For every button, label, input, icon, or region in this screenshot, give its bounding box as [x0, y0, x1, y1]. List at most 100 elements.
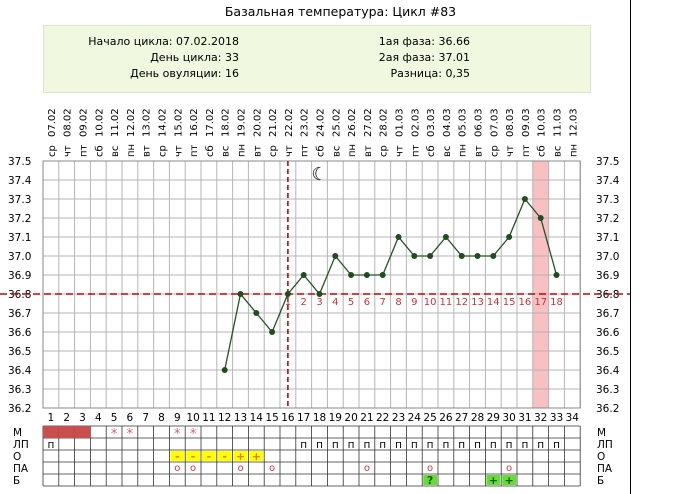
- date-label: 16.02: [189, 108, 200, 137]
- date-label: 08.03: [505, 108, 516, 137]
- o-cell: [186, 451, 200, 461]
- row-label-right: ЛП: [597, 439, 613, 451]
- weekday-label: вт: [142, 145, 153, 157]
- y-tick-label-left: 37.4: [8, 175, 32, 187]
- cycle-day-label: 1: [48, 412, 55, 424]
- temperature-point: [332, 253, 339, 259]
- luteal-day-label: 2: [301, 297, 307, 308]
- y-tick-label-right: 36.6: [596, 327, 620, 339]
- cycle-day-label: 4: [95, 412, 102, 424]
- temperature-point: [221, 367, 228, 373]
- temperature-point: [269, 329, 276, 335]
- asterisk-mark: *: [190, 427, 197, 442]
- cycle-day-label: 8: [158, 412, 165, 424]
- date-label: 10.02: [94, 108, 105, 137]
- y-tick-label-left: 37.1: [8, 232, 31, 244]
- weekday-label: чт: [505, 145, 516, 157]
- weekday-label: сб: [205, 145, 216, 157]
- cycle-day-label: 3: [79, 412, 86, 424]
- date-label: 28.02: [379, 108, 390, 137]
- weekday-label: ср: [489, 145, 500, 157]
- y-tick-label-right: 36.9: [596, 270, 619, 282]
- ovulation-day-text: День овуляции: 16: [130, 67, 239, 80]
- chart-title: Базальная температура: Цикл #83: [224, 4, 457, 19]
- temperature-point: [490, 253, 497, 259]
- weekday-label: пт: [410, 144, 421, 157]
- weekday-label: пн: [568, 144, 579, 157]
- weekday-label: сб: [426, 145, 437, 157]
- difference-text: Разница: 0,35: [390, 67, 471, 80]
- temperature-point: [427, 253, 434, 259]
- weekday-label: пт: [189, 144, 200, 157]
- temperature-point: [442, 234, 449, 240]
- row-label-right: О: [597, 451, 605, 463]
- weekday-label: вс: [442, 146, 453, 157]
- cycle-day-label: 18: [313, 412, 326, 424]
- weekday-label: ср: [158, 145, 169, 157]
- row-label-left: ПА: [13, 463, 29, 475]
- o-mark: +: [252, 450, 261, 463]
- weekday-label: пн: [237, 144, 248, 157]
- luteal-day-label: 3: [316, 297, 322, 308]
- weekday-label: чт: [173, 145, 184, 157]
- date-label: 23.02: [300, 108, 311, 137]
- luteal-day-label: 10: [424, 297, 437, 308]
- y-tick-label-left: 36.9: [8, 270, 31, 282]
- y-tick-label-right: 37.1: [596, 232, 619, 244]
- cycle-day-label: 27: [455, 412, 468, 424]
- pa-mark: o: [237, 463, 243, 474]
- date-label: 11.02: [110, 108, 121, 137]
- temperature-point: [237, 291, 244, 297]
- phase1-text: 1ая фаза: 36.66: [378, 35, 470, 48]
- row-label-left: М: [13, 427, 22, 439]
- cycle-day-label: 31: [518, 412, 531, 424]
- luteal-day-label: 8: [395, 297, 401, 308]
- weekday-label: сб: [537, 145, 548, 157]
- luteal-day-label: 11: [440, 297, 453, 308]
- luteal-day-label: 13: [471, 297, 484, 308]
- lp-mark: п: [427, 439, 434, 451]
- plot-border: [42, 160, 581, 409]
- temperature-point: [521, 196, 528, 202]
- date-label: 25.02: [331, 108, 342, 137]
- lp-mark: п: [553, 439, 560, 451]
- y-tick-label-left: 36.5: [8, 346, 31, 358]
- cycle-day-label: 13: [234, 412, 247, 424]
- b-mark: +: [504, 474, 513, 487]
- o-cell: [202, 451, 216, 461]
- y-tick-label-left: 36.8: [8, 289, 31, 301]
- luteal-day-label: 12: [455, 297, 468, 308]
- lp-mark: п: [474, 439, 481, 451]
- y-tick-label-right: 37.0: [596, 251, 619, 263]
- menses-cell: [43, 426, 59, 438]
- y-tick-label-right: 36.3: [596, 384, 619, 396]
- menses-cell: [58, 426, 75, 438]
- cycle-day-label: 29: [487, 412, 500, 424]
- weekday-label: ср: [379, 145, 390, 157]
- date-label: 05.03: [458, 108, 469, 137]
- asterisk-mark: *: [174, 427, 181, 442]
- cycle-day-label: 24: [408, 412, 422, 424]
- o-mark: +: [236, 450, 245, 463]
- date-label: 22.02: [284, 108, 295, 137]
- weekday-label: чт: [395, 145, 406, 157]
- luteal-day-label: 1: [285, 297, 291, 308]
- weekday-label: чт: [63, 145, 74, 157]
- date-label: 17.02: [205, 108, 216, 137]
- cycle-day-label: 5: [111, 412, 118, 424]
- temperature-line: [224, 197, 558, 371]
- luteal-day-label: 15: [503, 297, 516, 308]
- pa-mark: o: [174, 463, 180, 474]
- date-label: 20.02: [252, 108, 263, 137]
- lp-mark: п: [506, 439, 513, 451]
- date-label: 08.02: [63, 108, 74, 137]
- lp-mark: п: [316, 439, 323, 451]
- weekday-label: пт: [521, 144, 532, 157]
- weekday-label: ср: [47, 145, 58, 157]
- date-label: 03.03: [426, 108, 437, 137]
- date-label: 07.03: [489, 108, 500, 137]
- pa-mark: o: [427, 463, 433, 474]
- temperature-point: [506, 234, 513, 240]
- row-label-right: М: [597, 427, 606, 439]
